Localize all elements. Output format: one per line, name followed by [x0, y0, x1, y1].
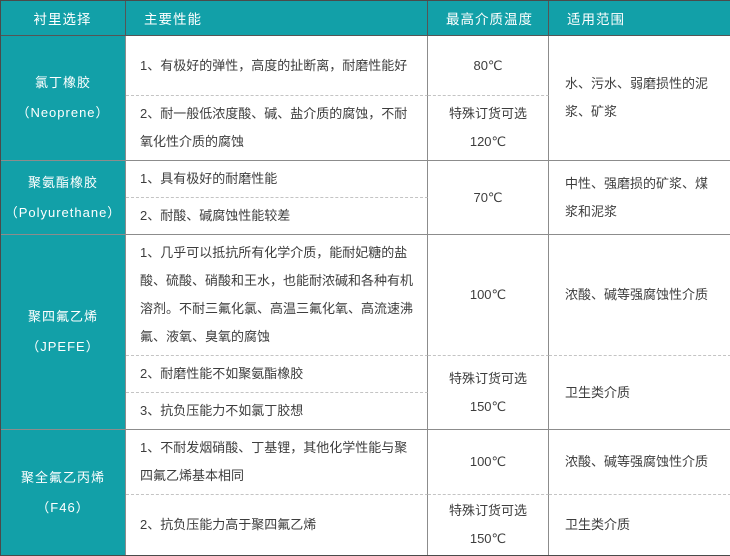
lining-name: 聚全氟乙丙烯: [20, 469, 105, 485]
application-cell: 卫生类介质: [565, 517, 631, 532]
temp-value: 150℃: [469, 398, 507, 414]
performance-cell: 1、具有极好的耐磨性能: [126, 161, 428, 198]
col-header-application: 适用范围: [549, 1, 730, 36]
lining-alias: （Polyurethane）: [4, 204, 122, 220]
temperature-cell: 特殊订货可选 120℃: [428, 96, 549, 161]
temperature-cell: 特殊订货可选 150℃: [428, 356, 549, 430]
application-cell: 浓酸、碱等强腐蚀性介质: [549, 235, 730, 356]
col-header-max-temp: 最高介质温度: [428, 1, 549, 36]
lining-name: 聚四氟乙烯: [27, 309, 98, 324]
table-row: 3、抗负压能力不如氯丁胶想: [1, 393, 730, 430]
table-row: 2、耐一般低浓度酸、碱、盐介质的腐蚀，不耐氧化性介质的腐蚀 特殊订货可选 120…: [1, 96, 730, 161]
temperature-cell: 80℃: [428, 36, 549, 96]
lining-cell-ptfe: 聚四氟乙烯 （JPEFE）: [1, 235, 126, 430]
performance-cell: 1、几乎可以抵抗所有化学介质，能耐妃糖的盐酸、硫酸、硝酸和王水，也能耐浓碱和各种…: [126, 235, 428, 356]
header-row: 衬里选择 主要性能 最高介质温度 适用范围: [1, 1, 730, 36]
lining-name: 聚氨酯橡胶: [27, 174, 98, 190]
temp-note: 特殊订货可选: [448, 503, 527, 518]
performance-cell: 2、耐酸、碱腐蚀性能较差: [126, 198, 428, 235]
table-row: 聚氨酯橡胶 （Polyurethane） 1、具有极好的耐磨性能 70℃ 中性、…: [1, 161, 730, 235]
temp-note: 特殊订货可选: [448, 370, 527, 386]
application-cell: 水、污水、弱磨损性的泥浆、矿浆: [549, 36, 730, 161]
col-header-lining: 衬里选择: [1, 1, 126, 36]
temperature-cell: 70℃: [428, 161, 549, 235]
temp-value: 150℃: [469, 531, 507, 546]
performance-cell: 2、抗负压能力高于聚四氟乙烯: [126, 495, 428, 555]
temperature-cell: 100℃: [428, 430, 549, 495]
performance-cell: 3、抗负压能力不如氯丁胶想: [126, 393, 428, 430]
performance-cell: 2、耐磨性能不如聚氨酯橡胶: [126, 356, 428, 393]
lining-alias: （Neoprene）: [16, 105, 110, 120]
table-row: 2、耐磨性能不如聚氨酯橡胶 特殊订货可选 150℃ 卫生类介质: [1, 356, 730, 430]
performance-cell: 2、耐一般低浓度酸、碱、盐介质的腐蚀，不耐氧化性介质的腐蚀: [126, 96, 428, 161]
temperature-cell: 特殊订货可选 150℃: [428, 495, 549, 555]
temp-value: 120℃: [469, 134, 507, 149]
table-row: 聚全氟乙丙烯 （F46） 1、不耐发烟硝酸、丁基锂，其他化学性能与聚四氟乙烯基本…: [1, 430, 730, 555]
lining-cell-polyurethane: 聚氨酯橡胶 （Polyurethane）: [1, 161, 126, 235]
lining-cell-f46: 聚全氟乙丙烯 （F46）: [1, 430, 126, 555]
temp-note: 特殊订货可选: [448, 106, 527, 121]
performance-cell: 1、有极好的弹性，高度的扯断离，耐磨性能好: [126, 36, 428, 96]
application-cell: 中性、强磨损的矿浆、煤浆和泥浆: [549, 161, 730, 235]
lining-name: 氯丁橡胶: [34, 75, 91, 90]
table-row: 2、耐酸、碱腐蚀性能较差: [1, 198, 730, 235]
col-header-performance: 主要性能: [126, 1, 428, 36]
application-cell: 浓酸、碱等强腐蚀性介质: [549, 430, 730, 495]
lining-alias: （F46）: [36, 499, 90, 515]
table-row: 氯丁橡胶 （Neoprene） 1、有极好的弹性，高度的扯断离，耐磨性能好 80…: [1, 36, 730, 161]
lining-alias: （JPEFE）: [26, 339, 100, 354]
temperature-cell: 100℃: [428, 235, 549, 356]
table-row: 聚四氟乙烯 （JPEFE） 1、几乎可以抵抗所有化学介质，能耐妃糖的盐酸、硫酸、…: [1, 235, 730, 430]
performance-cell: 1、不耐发烟硝酸、丁基锂，其他化学性能与聚四氟乙烯基本相同: [126, 430, 428, 495]
application-cell: 卫生类介质: [549, 356, 730, 430]
lining-cell-neoprene: 氯丁橡胶 （Neoprene）: [1, 36, 126, 161]
